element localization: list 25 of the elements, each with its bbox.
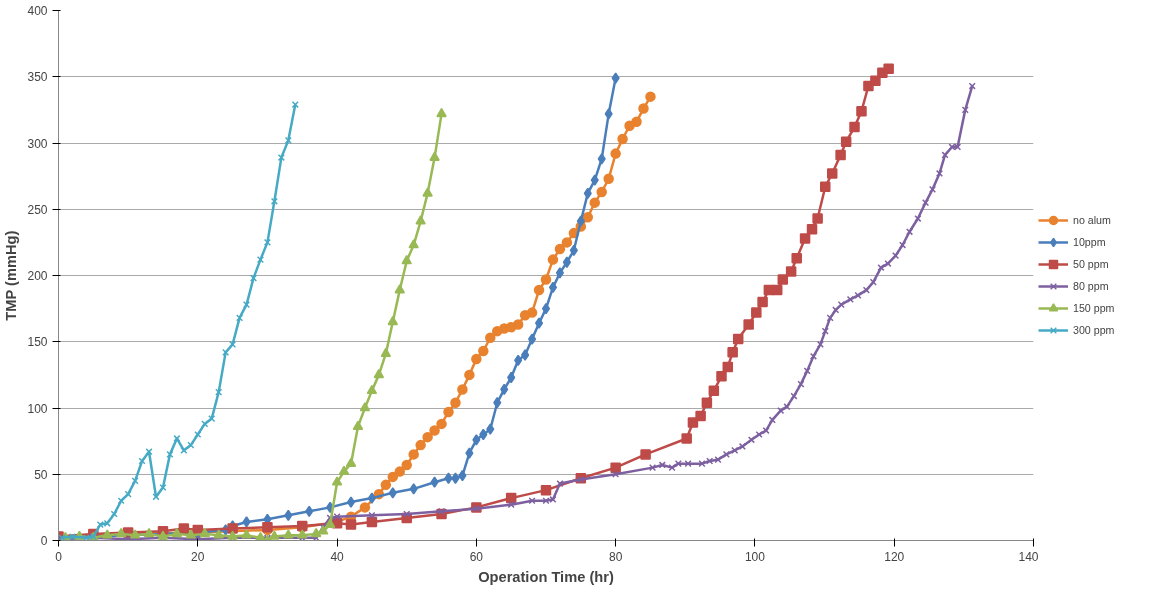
legend-label: 150 ppm <box>1073 302 1116 314</box>
x-tick-label: 140 <box>1018 549 1039 564</box>
legend-label: 80 ppm <box>1073 280 1110 292</box>
legend-label: 50 ppm <box>1073 258 1110 270</box>
x-tick-label: 80 <box>608 549 623 564</box>
y-tick-label: 0 <box>40 534 48 548</box>
y-tick-label: 250 <box>27 202 48 217</box>
y-axis-title: TMP (mmHg) <box>3 230 20 321</box>
y-tick-label: 350 <box>27 70 48 85</box>
x-axis-title: Operation Time (hr) <box>478 568 614 585</box>
x-tick-label: 20 <box>191 549 205 564</box>
x-tick-label: 120 <box>884 549 905 564</box>
y-tick-label: 150 <box>27 335 48 350</box>
y-tick-label: 100 <box>27 401 48 416</box>
x-tick-label: 60 <box>469 549 484 564</box>
legend-label: no alum <box>1073 214 1112 226</box>
y-tick-label: 200 <box>27 269 48 283</box>
y-tick-label: 400 <box>27 4 48 18</box>
x-tick-label: 100 <box>744 549 766 564</box>
legend-label: 300 ppm <box>1073 324 1116 336</box>
x-tick-label: 0 <box>55 549 63 564</box>
y-tick-label: 50 <box>34 467 48 482</box>
x-tick-label: 40 <box>330 549 345 564</box>
y-tick-label: 300 <box>27 136 48 151</box>
legend-label: 10ppm <box>1073 236 1107 248</box>
